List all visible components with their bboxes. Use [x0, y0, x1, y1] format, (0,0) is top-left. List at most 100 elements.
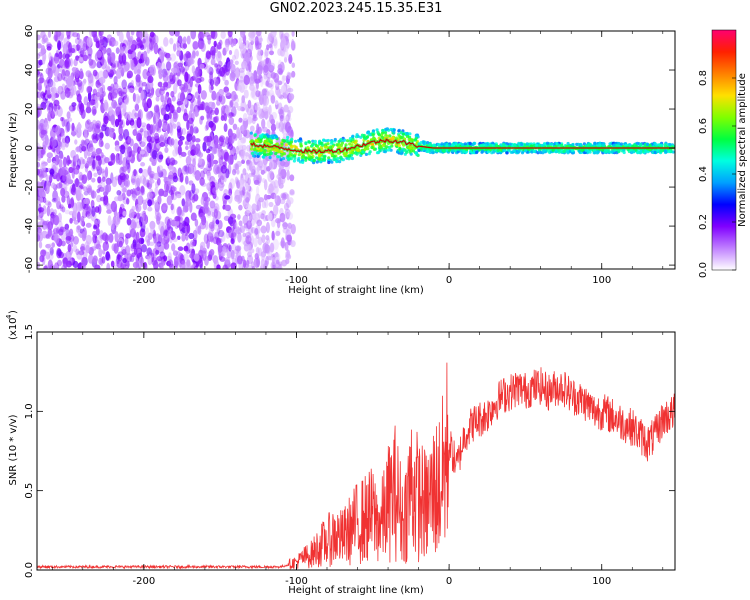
- spectrogram-cell: [288, 151, 292, 156]
- spectrogram-cell: [130, 150, 135, 157]
- spectrogram-cell: [211, 147, 218, 155]
- spectrogram-cell: [286, 211, 294, 220]
- spectrogram-cell: [157, 81, 163, 88]
- spectrogram-cell: [252, 154, 256, 158]
- spectrogram-cell: [245, 235, 252, 245]
- spectrogram-cell: [209, 200, 216, 209]
- spectrogram-cell: [62, 53, 66, 60]
- spectrogram-cell: [176, 193, 182, 199]
- spectrogram-cell: [288, 93, 295, 101]
- spectrogram-cell: [76, 225, 81, 231]
- spectrogram-cell: [496, 148, 500, 152]
- spectrogram-cell: [56, 259, 63, 267]
- spectrogram-cell: [241, 255, 245, 262]
- spectrogram-cell: [296, 158, 300, 162]
- spectrogram-cell: [127, 38, 131, 50]
- spectrogram-cell: [147, 254, 152, 266]
- spectrogram-cell: [176, 206, 183, 217]
- spectrogram-cell: [143, 50, 148, 61]
- spectrogram-ridge-line: [250, 138, 675, 155]
- spectrogram-cell: [95, 243, 102, 250]
- spectrogram-cell: [45, 251, 51, 260]
- spectrogram-cell: [156, 215, 161, 225]
- spectrogram-cell: [368, 150, 372, 154]
- spectrogram-cell: [192, 41, 199, 50]
- spectrogram-cell: [145, 41, 152, 49]
- spectrogram-cell: [153, 172, 160, 181]
- spectrogram-cell: [189, 58, 195, 65]
- spectrogram-cell: [261, 210, 266, 216]
- spectrogram-cell: [381, 128, 385, 133]
- spectrogram-cell: [177, 167, 183, 178]
- colorbar-tick-label: 0.2: [698, 214, 709, 230]
- spectrogram-cell: [542, 149, 546, 153]
- spectrogram-cell: [641, 149, 645, 153]
- spectrogram-cell: [81, 140, 88, 152]
- spectrogram-cell: [313, 139, 317, 143]
- spectrogram-cell: [100, 180, 106, 192]
- spectrogram-cell: [261, 253, 265, 262]
- spectrogram-cell: [103, 115, 109, 125]
- spectrogram-cell: [118, 232, 123, 239]
- spectrogram-cell: [281, 259, 288, 267]
- spectrogram-cell: [178, 222, 184, 232]
- spectrogram-cell: [52, 227, 59, 235]
- spectrogram-cell: [146, 191, 153, 200]
- spectrogram-cell: [62, 47, 67, 54]
- spectrogram-cell: [283, 56, 288, 63]
- spectrogram-cell: [51, 242, 56, 248]
- snr-scale-base: (x10: [8, 317, 19, 340]
- spectrogram-cell: [280, 153, 284, 157]
- spectrogram-cell: [173, 256, 180, 267]
- spectrogram-cell: [51, 147, 56, 153]
- spectrogram-cell: [165, 95, 169, 101]
- spectrogram-cell: [253, 237, 258, 248]
- spectrogram-cell: [247, 32, 252, 38]
- spectrogram-cell: [40, 91, 45, 99]
- spectrogram-cell: [61, 132, 66, 142]
- spectrogram-cell: [126, 31, 131, 40]
- spectrogram-cell: [281, 138, 285, 142]
- spectrogram-cell: [279, 198, 286, 205]
- spectrogram-cell: [234, 60, 239, 66]
- spectrogram-cell: [291, 31, 295, 37]
- spectrogram-cell: [440, 142, 444, 146]
- spectrogram-cell: [414, 151, 419, 155]
- spectrogram-cell: [149, 31, 155, 38]
- spectrogram-cell: [38, 77, 45, 84]
- spectrogram-cell: [56, 183, 63, 189]
- spectrogram-cell: [247, 251, 253, 258]
- y-tick-label: 0: [24, 145, 35, 151]
- spectrogram-cell: [265, 139, 269, 143]
- spectrogram-cell: [88, 58, 94, 66]
- spectrogram-cells: [37, 31, 675, 269]
- spectrogram-cell: [133, 247, 138, 255]
- spectrogram-cell: [280, 237, 285, 249]
- spectrogram-cell: [217, 151, 222, 158]
- spectrogram-cell: [520, 151, 525, 155]
- spectrogram-cell: [512, 149, 516, 153]
- y-tick-label: -20: [24, 179, 35, 195]
- spectrogram-cell: [177, 127, 183, 137]
- spectrogram-cell: [97, 204, 102, 215]
- spectrogram-cell: [265, 255, 269, 267]
- spectrogram-cell: [532, 149, 536, 153]
- spectrogram-cell: [108, 73, 113, 79]
- spectrogram-cell: [39, 197, 44, 203]
- spectrogram-cell: [663, 149, 668, 153]
- spectrogram-cell: [262, 65, 269, 76]
- spectrogram-cell: [260, 225, 267, 234]
- spectrogram-cell: [206, 153, 212, 163]
- spectrogram-cell: [270, 31, 277, 38]
- spectrogram-cell: [140, 122, 147, 128]
- spectrogram-cell: [53, 99, 60, 107]
- spectrogram-y-label: Frequency (Hz): [8, 112, 19, 188]
- spectrogram-cell: [87, 46, 93, 57]
- spectrogram-cell: [484, 143, 488, 147]
- spectrogram-cell: [417, 148, 421, 153]
- spectrogram-cell: [197, 84, 202, 95]
- spectrogram-cell: [242, 186, 246, 196]
- spectrogram-cell: [83, 190, 89, 196]
- spectrogram-cell: [275, 121, 280, 130]
- spectrogram-cell: [74, 154, 79, 166]
